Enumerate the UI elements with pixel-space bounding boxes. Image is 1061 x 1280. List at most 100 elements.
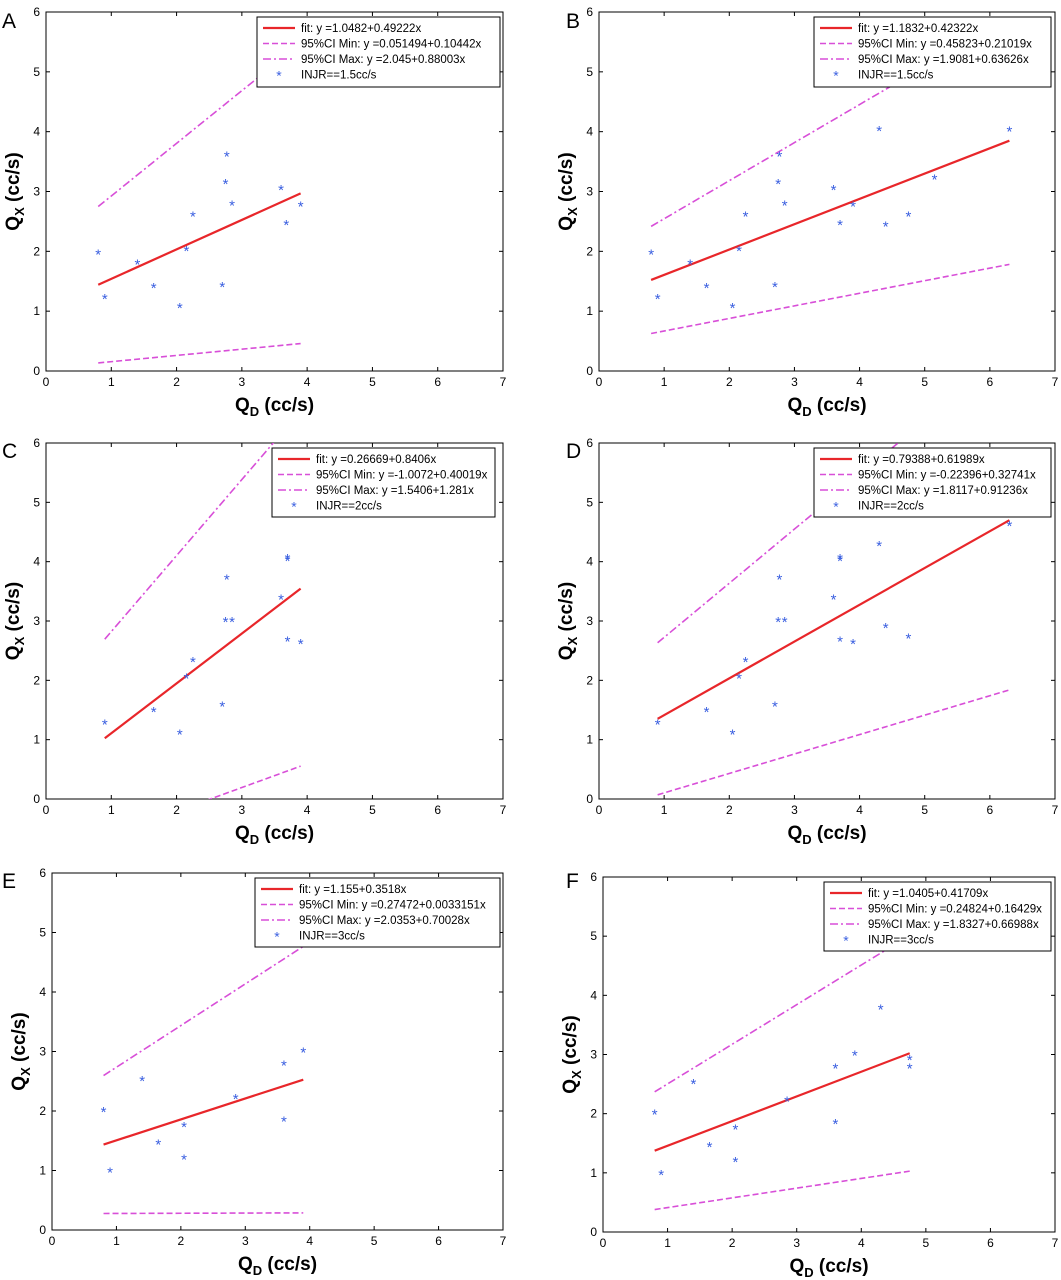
x-axis-label-main: Q [787, 823, 802, 844]
legend-marker: * [833, 68, 839, 84]
ci-max-line [654, 934, 911, 1093]
y-tick-label: 0 [39, 1223, 46, 1237]
data-point: * [687, 256, 693, 273]
data-point: * [775, 176, 781, 193]
x-axis-label-sub: D [250, 404, 259, 419]
data-point: * [883, 219, 889, 236]
ci-min-line [207, 765, 301, 799]
plot-area: * * * * * * * * * * [101, 945, 306, 1215]
x-tick-label: 2 [726, 375, 733, 389]
x-tick-label: 7 [500, 803, 507, 817]
y-tick-label: 6 [590, 870, 597, 884]
data-point: * [837, 634, 843, 651]
data-point: * [772, 698, 778, 715]
x-tick-label: 6 [434, 375, 441, 389]
x-tick-label: 1 [661, 375, 668, 389]
data-point: * [743, 654, 749, 671]
legend-entry: fit: y =0.26669+0.8406x [316, 454, 436, 466]
data-point: * [707, 1139, 713, 1156]
y-tick-label: 1 [33, 733, 40, 747]
data-point: * [784, 1094, 790, 1111]
x-tick-label: 1 [108, 375, 115, 389]
legend-entry: INJR==1.5cc/s [301, 70, 377, 82]
y-tick-label: 3 [33, 614, 40, 628]
data-point: * [831, 182, 837, 199]
legend: fit: y =1.0405+0.41709x 95%CI Min: y =0.2… [823, 881, 1052, 952]
legend-marker: * [291, 499, 297, 515]
data-point: * [278, 182, 284, 199]
data-point: * [102, 291, 108, 308]
data-point: * [704, 704, 710, 721]
data-point: * [655, 717, 661, 734]
x-axis-label: QD (cc/s) [787, 395, 866, 419]
y-tick-label: 4 [586, 125, 593, 139]
y-tick-label: 4 [590, 988, 597, 1002]
data-point: * [300, 1045, 306, 1062]
x-tick-label: 6 [987, 1236, 994, 1250]
legend: fit: y =1.0482+0.49222x 95%CI Min: y =0.0… [256, 16, 501, 88]
y-tick-label: 2 [590, 1107, 597, 1121]
legend-marker: * [843, 933, 849, 949]
y-tick-label: 1 [33, 304, 40, 318]
panel-label: B [566, 10, 580, 33]
x-axis-label-sub: D [802, 832, 811, 847]
ci-min-line [103, 1212, 304, 1215]
data-point: * [782, 614, 788, 631]
x-tick-label: 6 [434, 803, 441, 817]
y-tick-label: 0 [586, 792, 593, 806]
x-axis-label-sub: D [804, 1265, 813, 1280]
x-tick-label: 0 [43, 803, 50, 817]
x-tick-label: 5 [369, 803, 376, 817]
data-point: * [229, 614, 235, 631]
y-tick-label: 4 [586, 555, 593, 569]
data-point: * [777, 149, 783, 166]
y-axis-label-sub: X [12, 636, 27, 645]
y-axis-label-sub: X [565, 636, 580, 645]
y-axis-label-main: Q [3, 216, 24, 231]
legend-marker: * [274, 929, 280, 945]
ci-min-line [657, 689, 1010, 796]
y-tick-label: 6 [586, 5, 593, 19]
data-point: * [151, 280, 157, 297]
y-tick-label: 3 [586, 185, 593, 199]
data-point: * [883, 620, 889, 637]
data-point: * [736, 243, 742, 260]
legend: fit: y =0.26669+0.8406x 95%CI Min: y =-1.… [271, 447, 496, 518]
data-point: * [281, 1058, 287, 1075]
y-tick-label: 5 [586, 65, 593, 79]
data-point: * [837, 553, 843, 570]
y-tick-label: 1 [586, 733, 593, 747]
x-tick-label: 4 [858, 1236, 865, 1250]
legend-entry: 95%CI Min: y =0.24824+0.16429x [868, 904, 1042, 916]
data-point: * [151, 704, 157, 721]
y-tick-label: 3 [586, 614, 593, 628]
x-tick-label: 0 [596, 803, 603, 817]
data-point: * [134, 256, 140, 273]
data-point: * [190, 654, 196, 671]
data-point: * [878, 1001, 884, 1018]
fit-line [650, 139, 1010, 281]
x-tick-label: 7 [1052, 1236, 1059, 1250]
y-axis-label: QX (cc/s) [3, 152, 27, 230]
legend-entry: INJR==3cc/s [299, 931, 365, 943]
y-axis-label: QX (cc/s) [560, 1015, 584, 1093]
data-point: * [298, 198, 304, 215]
y-axis-label-sub: X [569, 1070, 584, 1079]
data-point: * [1006, 518, 1012, 535]
data-point: * [837, 217, 843, 234]
data-point: * [907, 1061, 913, 1078]
x-tick-label: 2 [173, 375, 180, 389]
x-tick-label: 3 [239, 803, 246, 817]
y-tick-label: 5 [586, 495, 593, 509]
data-point: * [219, 698, 225, 715]
x-axis-label-unit: (cc/s) [814, 1256, 869, 1277]
data-point: * [906, 208, 912, 225]
y-tick-label: 4 [33, 555, 40, 569]
legend-entry: 95%CI Max: y =1.8117+0.91236x [858, 485, 1028, 497]
data-point: * [850, 636, 856, 653]
data-point: * [831, 591, 837, 608]
ci-max-line [104, 443, 275, 640]
x-axis-label-sub: D [250, 832, 259, 847]
